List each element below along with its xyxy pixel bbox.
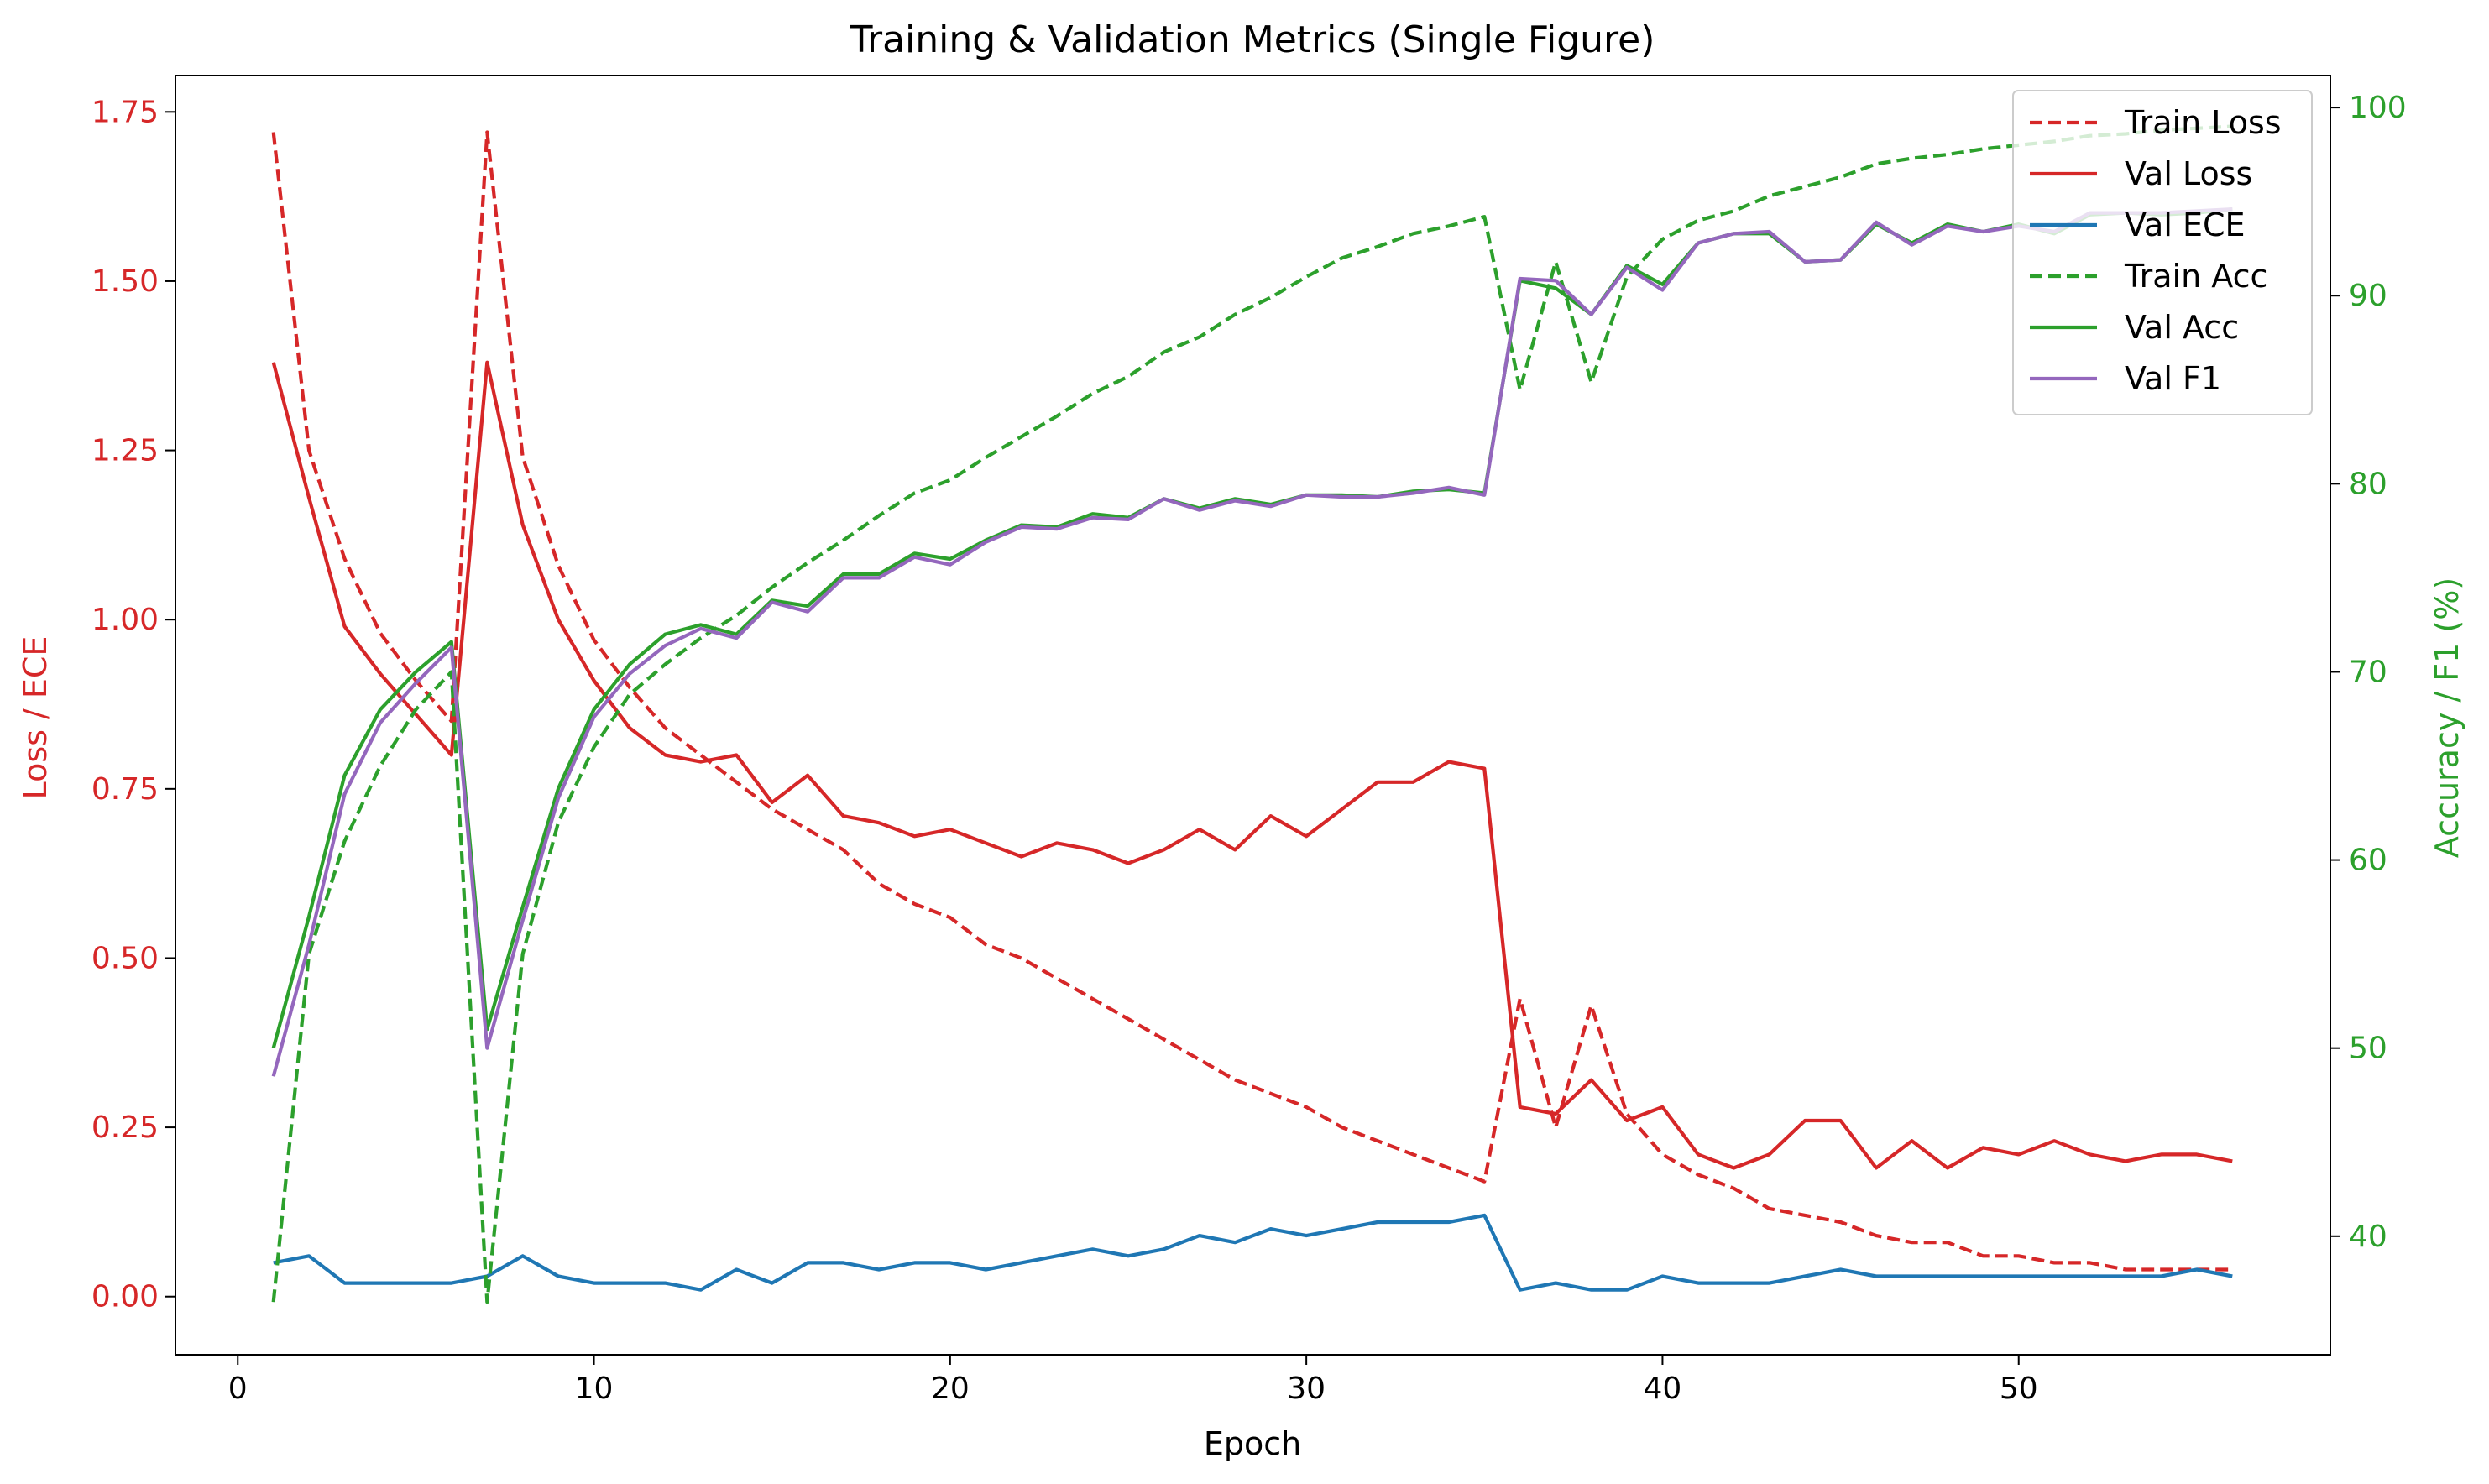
chart-title: Training & Validation Metrics (Single Fi… <box>850 18 1655 61</box>
left-y-tick-label: 0.25 <box>92 1110 159 1145</box>
x-tick-label: 20 <box>931 1372 970 1406</box>
left-y-axis-title: Loss / ECE <box>17 636 54 800</box>
plot-frame <box>175 75 2331 1356</box>
right-y-tick-label: 70 <box>2349 655 2387 689</box>
legend-label-val-loss: Val Loss <box>2125 155 2252 192</box>
legend: Train Loss Val Loss Val ECE Train Acc Val Ac… <box>2012 90 2313 415</box>
left-y-tick-label: 0.50 <box>92 941 159 975</box>
left-y-tick-label: 1.75 <box>92 95 159 129</box>
left-y-tick-label: 0.75 <box>92 772 159 807</box>
legend-label-val-ece: Val ECE <box>2125 206 2246 243</box>
left-y-tick-label: 1.50 <box>92 264 159 299</box>
x-tick-label: 0 <box>228 1372 248 1406</box>
series-line-train-loss <box>271 130 2233 1272</box>
axes: 0 10 20 30 40 50 0.00 0.25 0.50 0.75 1.00 1.25 1.50 1… <box>92 75 2407 1406</box>
x-tick-label: 30 <box>1287 1372 1326 1406</box>
series-line-val-ece <box>273 1213 2233 1292</box>
series-line-train-acc <box>271 124 2233 1304</box>
x-tick-label: 10 <box>575 1372 614 1406</box>
series-line-val-loss <box>271 360 2233 1170</box>
plot-lines <box>271 124 2233 1304</box>
series-line-val-f1 <box>271 207 2233 1077</box>
right-y-axis-title: Accuracy / F1 (%) <box>2429 577 2465 858</box>
right-y-tick-label: 50 <box>2349 1032 2387 1066</box>
right-y-tick-label: 40 <box>2349 1220 2387 1254</box>
legend-label-val-f1: Val F1 <box>2125 360 2221 397</box>
right-y-tick-label: 100 <box>2349 91 2407 125</box>
right-y-tick-label: 60 <box>2349 844 2387 878</box>
x-tick-label: 40 <box>1644 1372 1682 1406</box>
legend-label-val-acc: Val Acc <box>2125 309 2239 346</box>
legend-box <box>2012 90 2313 415</box>
legend-label-train-acc: Train Acc <box>2124 258 2267 295</box>
right-y-tick-label: 80 <box>2349 467 2387 501</box>
legend-label-train-loss: Train Loss <box>2124 104 2282 141</box>
x-axis-title: Epoch <box>1204 1425 1301 1462</box>
left-y-tick-label: 0.00 <box>92 1280 159 1314</box>
right-y-tick-label: 90 <box>2349 279 2387 313</box>
x-tick-label: 50 <box>2000 1372 2038 1406</box>
left-y-tick-label: 1.25 <box>92 434 159 468</box>
left-y-tick-label: 1.00 <box>92 603 159 637</box>
